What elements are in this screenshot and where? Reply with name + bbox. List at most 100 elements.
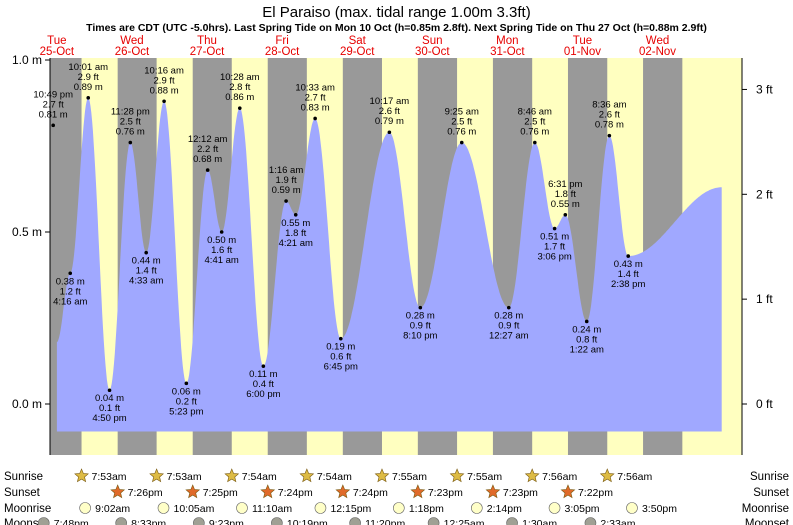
- sunrise-icon: [149, 468, 165, 483]
- moonset-time: 9:23pm: [209, 518, 244, 525]
- extreme-labels: 10:49 pm2.7 ft0.81 m0.38 m1.2 ft4:16 am1…: [33, 62, 645, 424]
- sunrise-time: 7:55am: [392, 471, 427, 483]
- extreme-point: [68, 271, 73, 276]
- moonrise-icon: [79, 502, 91, 514]
- day-name: Wed: [646, 35, 669, 47]
- moonset-icon: [427, 517, 440, 525]
- extreme-label: 0.9 ft: [410, 321, 431, 332]
- extreme-label: 0.28 m: [494, 311, 523, 322]
- day-date: 31-Oct: [490, 46, 525, 58]
- extreme-label: 10:17 am: [370, 96, 410, 107]
- extreme-label: 1.4 ft: [136, 266, 157, 277]
- extreme-label: 10:28 am: [220, 72, 260, 83]
- extreme-label: 0.9 ft: [498, 321, 519, 332]
- extreme-label: 3:06 pm: [537, 252, 571, 263]
- moonset-icon: [271, 517, 283, 525]
- extreme-point: [144, 250, 148, 255]
- day-date: 27-Oct: [190, 46, 225, 58]
- sunrise-time: 7:54am: [317, 471, 352, 483]
- moonrise-icon: [471, 502, 483, 514]
- moonrise-time: 2:14pm: [487, 503, 522, 515]
- day-date: 26-Oct: [115, 46, 150, 58]
- moonset-icon: [193, 517, 205, 525]
- extreme-label: 9:25 am: [445, 107, 479, 118]
- row-label-left: Sunset: [4, 487, 41, 499]
- day-name: Wed: [120, 35, 143, 47]
- extreme-label: 0.06 m: [172, 386, 201, 397]
- extreme-label: 2.8 ft: [229, 82, 250, 93]
- sunset-icon: [110, 484, 126, 499]
- moonset-time: 10:19pm: [287, 518, 328, 525]
- sunset-time: 7:23pm: [428, 487, 463, 499]
- extreme-label: 2.6 ft: [379, 106, 400, 117]
- extreme-label: 0.76 m: [447, 127, 476, 138]
- sunset-time: 7:24pm: [278, 487, 313, 499]
- sunset-icon: [260, 484, 276, 499]
- sunrise-icon: [224, 468, 240, 483]
- extreme-point: [86, 96, 91, 100]
- day-date: 28-Oct: [265, 46, 300, 58]
- extreme-label: 0.04 m: [95, 393, 124, 404]
- moonrise-time: 10:05am: [173, 503, 214, 515]
- extreme-label: 2.5 ft: [524, 117, 545, 128]
- extreme-label: 0.44 m: [132, 256, 161, 267]
- extreme-label: 4:33 am: [129, 276, 163, 287]
- moonrise-time: 12:15pm: [330, 503, 371, 515]
- right-tick-label: 1 ft: [756, 292, 773, 306]
- extreme-point: [107, 388, 112, 393]
- moonrise-icon: [393, 502, 405, 514]
- row-label-left: Moonset: [4, 518, 49, 525]
- moonrise-time: 11:10am: [252, 503, 292, 515]
- extreme-label: 0.81 m: [39, 109, 68, 120]
- moonset-icon: [506, 517, 518, 525]
- day-name: Mon: [496, 35, 518, 47]
- extreme-label: 0.68 m: [193, 154, 222, 165]
- moonset-icon: [37, 517, 50, 525]
- extreme-label: 8:46 am: [518, 107, 552, 118]
- sunset-icon: [560, 484, 576, 499]
- day-name: Sat: [349, 35, 367, 47]
- moonrise-time: 9:02am: [95, 503, 130, 515]
- day-date: 25-Oct: [40, 46, 75, 58]
- extreme-label: 0.2 ft: [176, 396, 197, 407]
- extreme-label: 0.24 m: [572, 324, 601, 335]
- extreme-label: 10:49 pm: [33, 89, 73, 100]
- day-date: 02-Nov: [639, 46, 676, 58]
- sunrise-time: 7:56am: [542, 471, 577, 483]
- sunset-time: 7:25pm: [203, 487, 238, 499]
- sunset-icon: [185, 484, 201, 499]
- moonrise-time: 3:50pm: [642, 503, 677, 515]
- sunset-icon: [335, 484, 351, 499]
- extreme-label: 0.76 m: [520, 127, 549, 138]
- extreme-label: 1.2 ft: [60, 286, 81, 297]
- day-date: 01-Nov: [564, 46, 601, 58]
- extreme-label: 1:16 am: [269, 165, 303, 176]
- extreme-label: 10:01 am: [68, 62, 108, 73]
- moonset-time: 7:48pm: [54, 518, 89, 525]
- sunrise-icon: [449, 468, 465, 483]
- extreme-point: [128, 140, 133, 145]
- sunset-time: 7:24pm: [353, 487, 388, 499]
- sunrise-time: 7:56am: [617, 471, 652, 483]
- moonrise-icon: [236, 502, 248, 514]
- extreme-point: [533, 140, 537, 145]
- extreme-label: 0.28 m: [406, 311, 435, 322]
- extreme-point: [418, 305, 423, 310]
- extreme-label: 0.59 m: [272, 185, 301, 196]
- left-tick-label: 1.0 m: [12, 53, 42, 67]
- left-tick-label: 0.5 m: [12, 225, 42, 239]
- day-name: Thu: [197, 35, 217, 47]
- extreme-point: [162, 99, 166, 104]
- moonset-time: 1:30am: [522, 518, 557, 525]
- extreme-label: 2.9 ft: [78, 72, 99, 83]
- extreme-label: 8:10 pm: [403, 331, 437, 342]
- extreme-label: 6:00 pm: [246, 389, 280, 400]
- extreme-label: 0.86 m: [225, 92, 254, 103]
- extreme-label: 0.43 m: [614, 259, 643, 270]
- extreme-point: [184, 381, 189, 386]
- row-label-right: Sunset: [753, 487, 790, 499]
- moonset-time: 12:25am: [444, 518, 485, 525]
- sunset-time: 7:26pm: [128, 487, 163, 499]
- extreme-label: 10:16 am: [144, 65, 184, 76]
